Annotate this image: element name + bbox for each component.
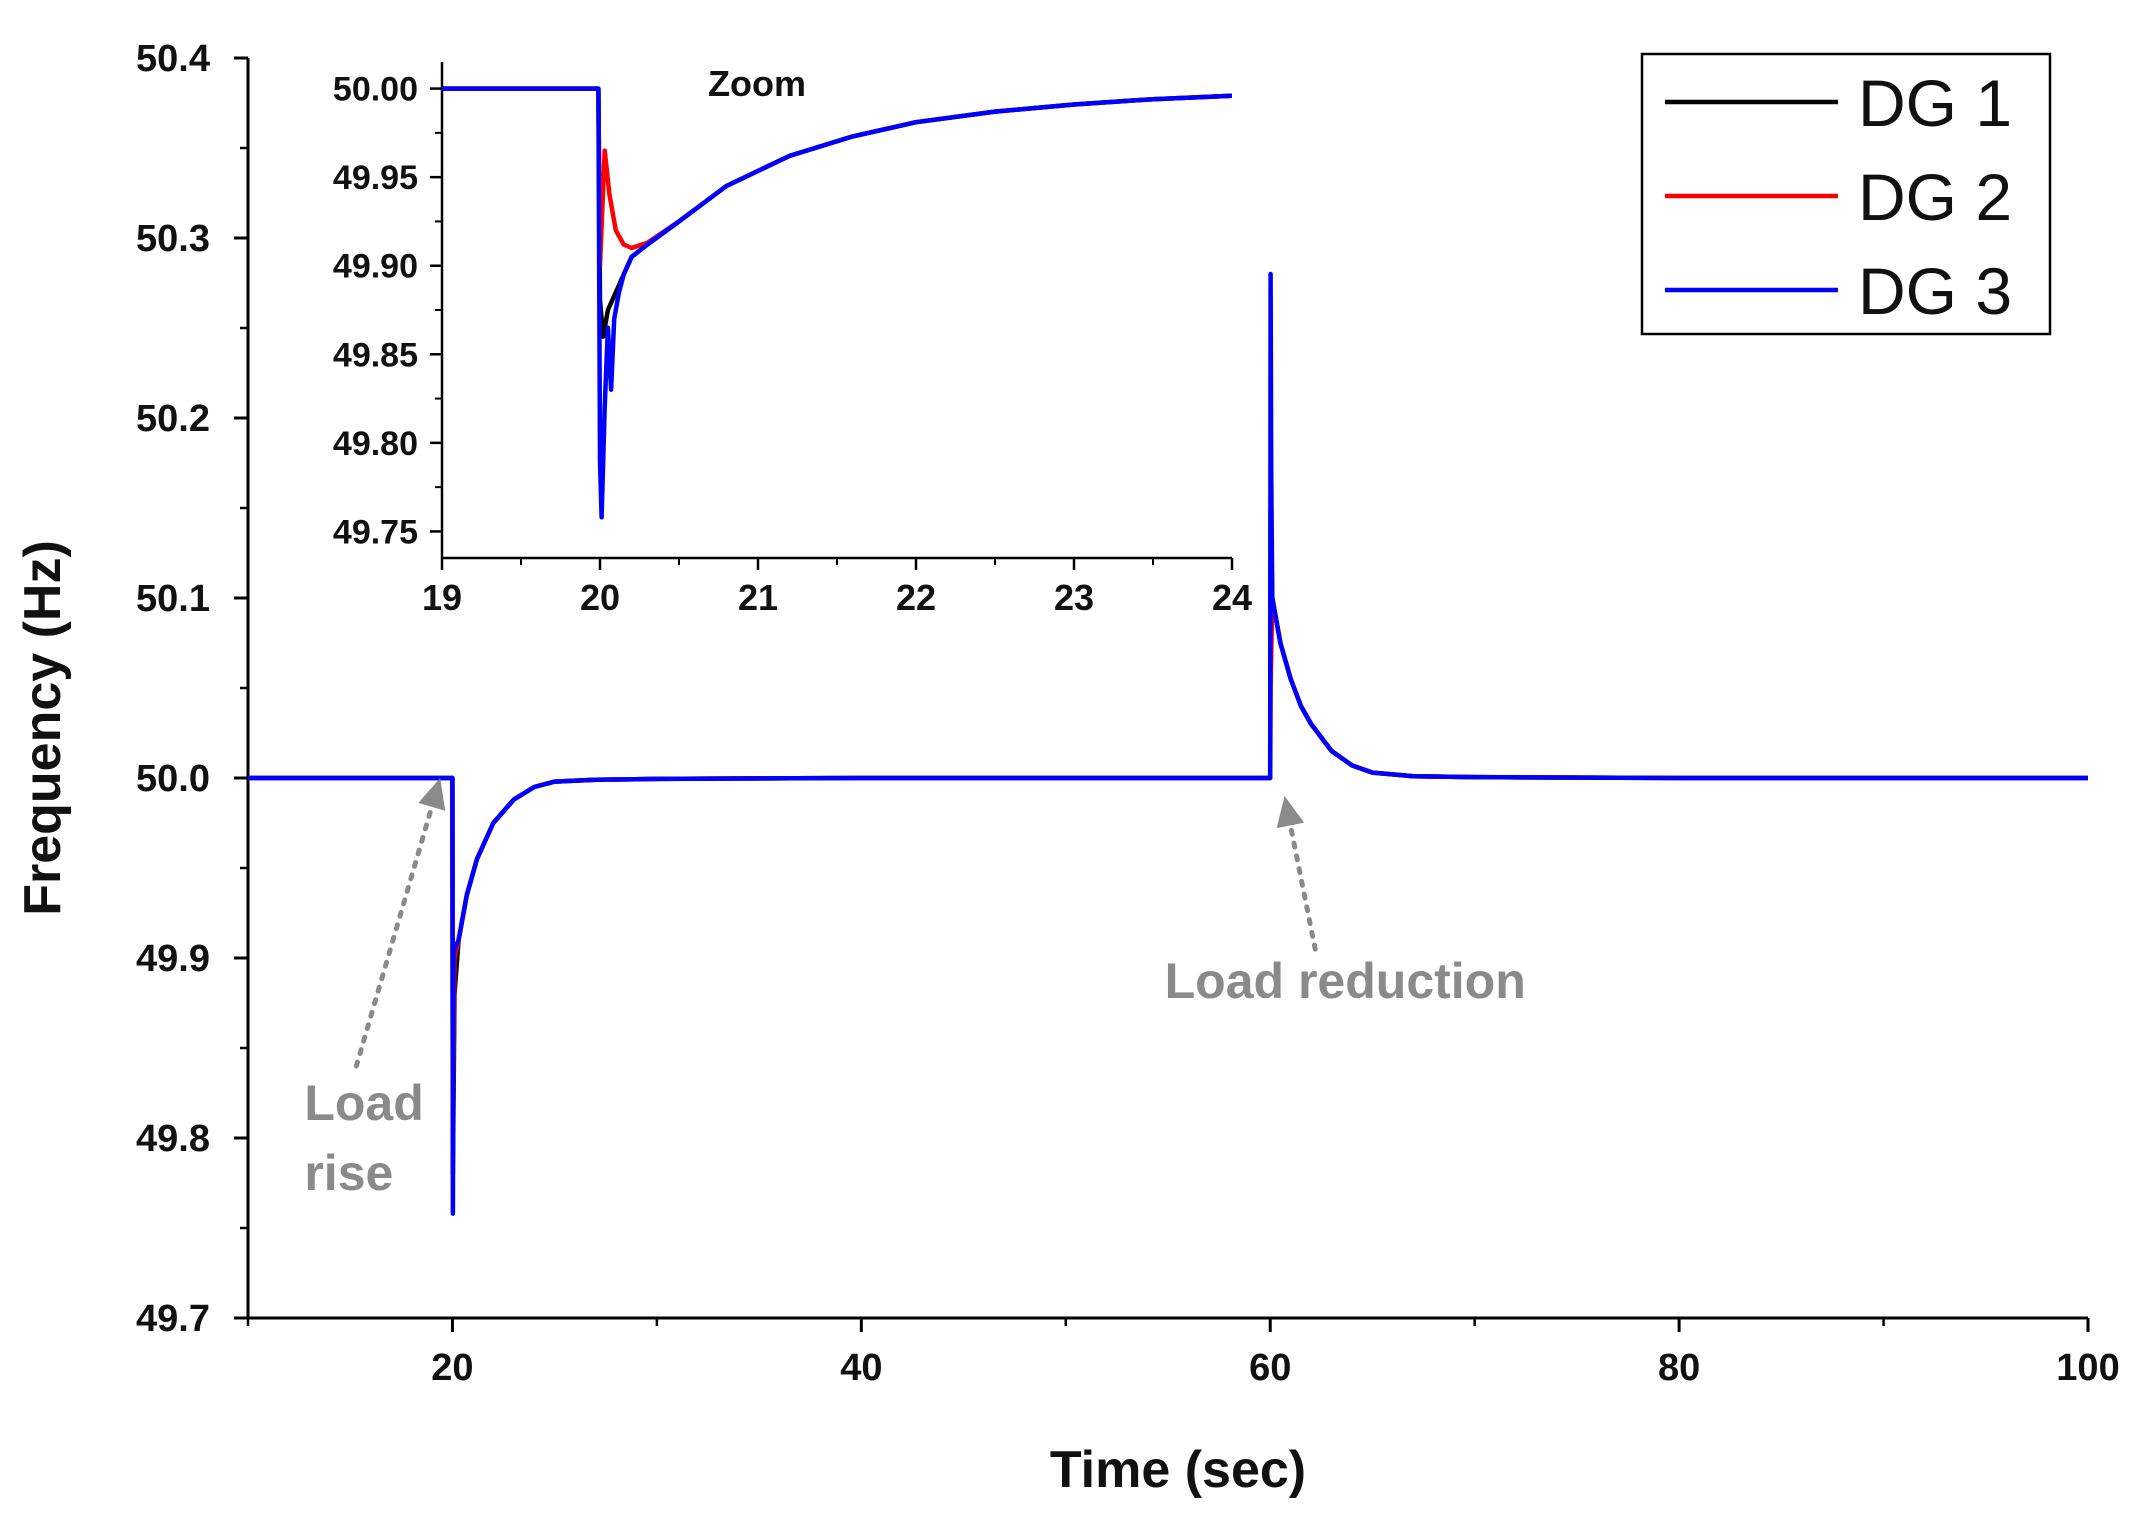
y-tick-label: 49.7 (136, 1298, 210, 1340)
legend-label: DG 3 (1858, 254, 2012, 328)
inset-x-tick-label: 20 (580, 577, 620, 618)
x-tick-label: 100 (2056, 1347, 2119, 1389)
inset-y-tick-label: 49.95 (333, 159, 418, 197)
load-rise-label: rise (304, 1145, 393, 1201)
inset-x-tick-label: 22 (896, 577, 936, 618)
legend: DG 1 DG 2 DG 3 (1640, 52, 2052, 336)
y-axis-title: Frequency (Hz) (14, 540, 72, 916)
load-reduction-arrow-line (1287, 822, 1318, 952)
load-reduction-arrow-head (1276, 796, 1305, 829)
zoom-inset-plot: 49.75 49.80 49.85 49.90 49.95 50.00 19 20 21 22 23… (333, 62, 1252, 618)
y-tick-label: 49.9 (136, 938, 210, 980)
x-axis-title: Time (sec) (1050, 1441, 1306, 1499)
x-tick-label: 20 (431, 1347, 473, 1389)
series-line-dg-2 (248, 595, 2088, 1141)
x-tick-label: 80 (1658, 1347, 1700, 1389)
inset-series-line-dg-2 (442, 86, 1232, 268)
y-tick-label: 50.3 (136, 218, 210, 260)
y-tick-label: 50.4 (136, 38, 210, 80)
y-tick-label: 50.2 (136, 398, 210, 440)
series-line-dg-1 (248, 505, 2088, 1177)
inset-title: Zoom (708, 63, 806, 104)
inset-y-tick-label: 50.00 (333, 71, 418, 109)
inset-y-tick-label: 49.85 (333, 336, 418, 374)
series-line-dg-3 (248, 271, 2088, 1216)
inset-x-tick-label: 24 (1212, 577, 1252, 618)
inset-y-tick-label: 49.75 (333, 513, 418, 551)
inset-x-tick-label: 21 (738, 577, 778, 618)
y-tick-label: 49.8 (136, 1118, 210, 1160)
y-tick-label: 50.1 (136, 578, 210, 620)
legend-label: DG 2 (1858, 160, 2012, 234)
x-tick-label: 60 (1249, 1347, 1291, 1389)
y-tick-label: 50.0 (136, 758, 210, 800)
inset-series-line-dg-3 (442, 86, 1232, 520)
x-tick-label: 40 (840, 1347, 882, 1389)
inset-series-line-dg-1 (442, 86, 1232, 339)
load-rise-arrow-line (353, 804, 435, 1069)
inset-y-tick-label: 49.80 (333, 425, 418, 463)
inset-x-tick-label: 19 (422, 577, 462, 618)
load-rise-label: Load (304, 1075, 423, 1131)
load-rise-arrow-head (418, 778, 446, 811)
inset-y-tick-label: 49.90 (333, 248, 418, 286)
main-plot-area: 49.7 49.8 49.9 50.0 50.1 50.2 50.3 50.4 20 40 60 80… (14, 38, 2120, 1499)
inset-x-tick-label: 23 (1054, 577, 1094, 618)
load-reduction-label: Load reduction (1165, 953, 1526, 1009)
legend-label: DG 1 (1858, 66, 2012, 140)
